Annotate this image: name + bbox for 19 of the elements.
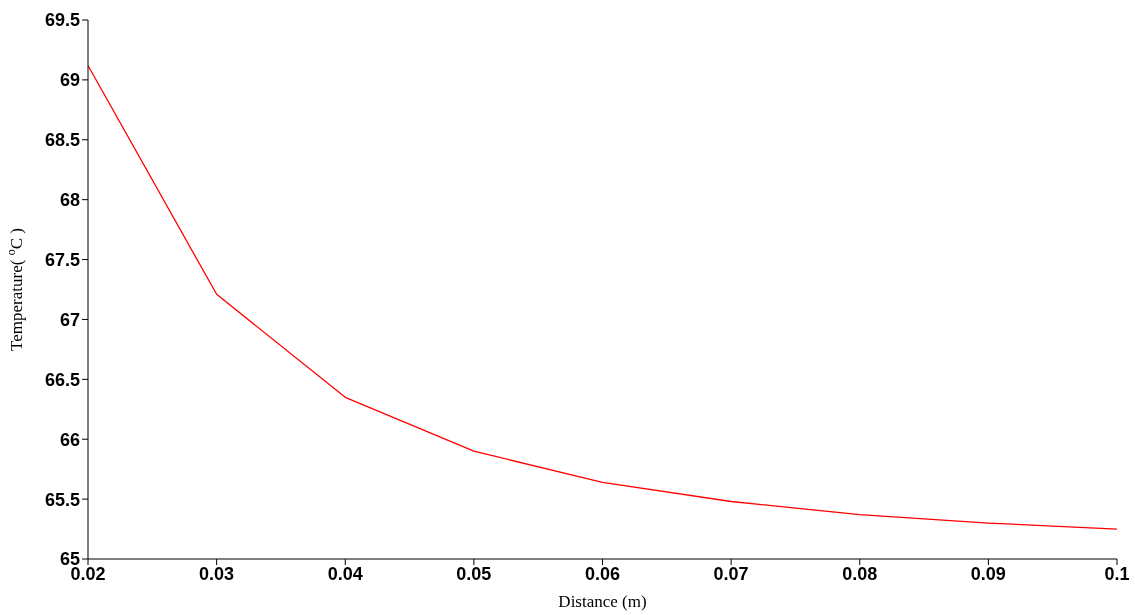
line-series <box>88 64 1117 530</box>
y-tick-label: 65.5 <box>44 489 80 510</box>
x-tick-label: 0.08 <box>842 563 878 584</box>
x-axis-title: Distance (m) <box>558 592 647 611</box>
y-tick-label: 68 <box>59 190 80 211</box>
x-tick-label: 0.1 <box>1104 563 1130 584</box>
x-tick-label: 0.05 <box>456 563 492 584</box>
y-tick-label: 68.5 <box>44 130 80 151</box>
x-tick-label: 0.04 <box>327 563 363 584</box>
x-tick-label: 0.06 <box>584 563 621 584</box>
x-tick-label: 0.03 <box>199 563 235 584</box>
y-tick-label: 69.5 <box>44 10 80 31</box>
y-tick-label: 69 <box>59 70 80 91</box>
x-tick-label: 0.09 <box>970 563 1006 584</box>
y-tick-label: 67 <box>59 309 80 330</box>
x-tick-label: 0.07 <box>713 563 749 584</box>
y-tick-label: 66 <box>59 429 80 450</box>
y-tick-label: 67.5 <box>44 249 80 270</box>
y-tick-label: 66.5 <box>44 369 80 390</box>
